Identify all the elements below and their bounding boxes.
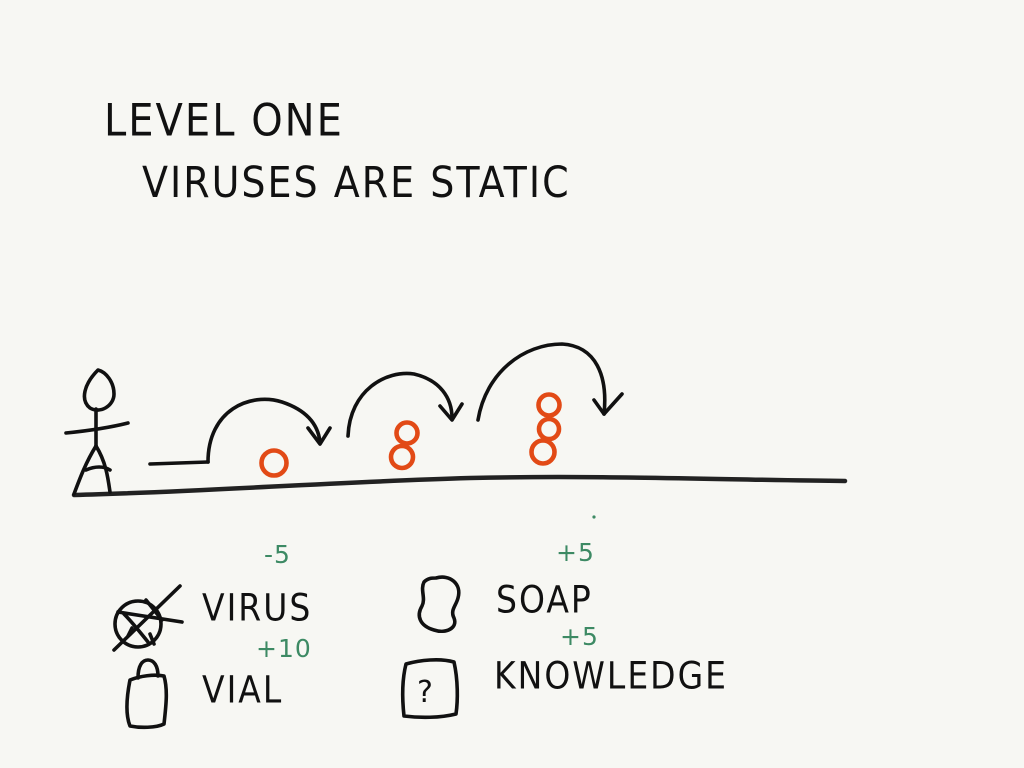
crossed-virus-icon bbox=[112, 584, 184, 652]
legend-label-soap: SOAP bbox=[496, 578, 593, 622]
legend-label-virus: VIRUS bbox=[202, 586, 313, 630]
score-vial: +10 bbox=[256, 634, 312, 663]
jump-arrow-3 bbox=[476, 342, 624, 422]
score-soap: +5 bbox=[556, 538, 595, 567]
legend-label-knowledge: KNOWLEDGE bbox=[494, 654, 728, 698]
soap-icon bbox=[417, 575, 461, 634]
virus-blob bbox=[394, 420, 420, 446]
vial-icon bbox=[125, 658, 169, 730]
virus-blob bbox=[259, 448, 289, 478]
question-box-icon: ? bbox=[400, 658, 460, 720]
ground-line bbox=[71, 474, 848, 498]
level-subtitle: VIRUSES ARE STATIC bbox=[142, 158, 571, 208]
legend-label-vial: VIAL bbox=[202, 668, 284, 712]
virus-group-3 bbox=[529, 392, 562, 466]
virus-blob bbox=[536, 392, 562, 418]
virus-group-2 bbox=[388, 420, 420, 471]
score-virus: -5 bbox=[264, 540, 291, 569]
jump-arrow-1 bbox=[206, 397, 332, 464]
run-line bbox=[148, 460, 210, 466]
virus-blob bbox=[388, 443, 416, 471]
jump-arrow-2 bbox=[346, 371, 464, 438]
stray-dot bbox=[592, 515, 596, 519]
stick-figure-player bbox=[64, 368, 130, 496]
virus-blob bbox=[529, 438, 557, 466]
virus-group-1 bbox=[259, 448, 289, 478]
question-mark: ? bbox=[417, 675, 433, 710]
virus-blob bbox=[536, 416, 562, 442]
level-title: LEVEL ONE bbox=[104, 95, 344, 147]
score-knowledge: +5 bbox=[560, 622, 599, 651]
